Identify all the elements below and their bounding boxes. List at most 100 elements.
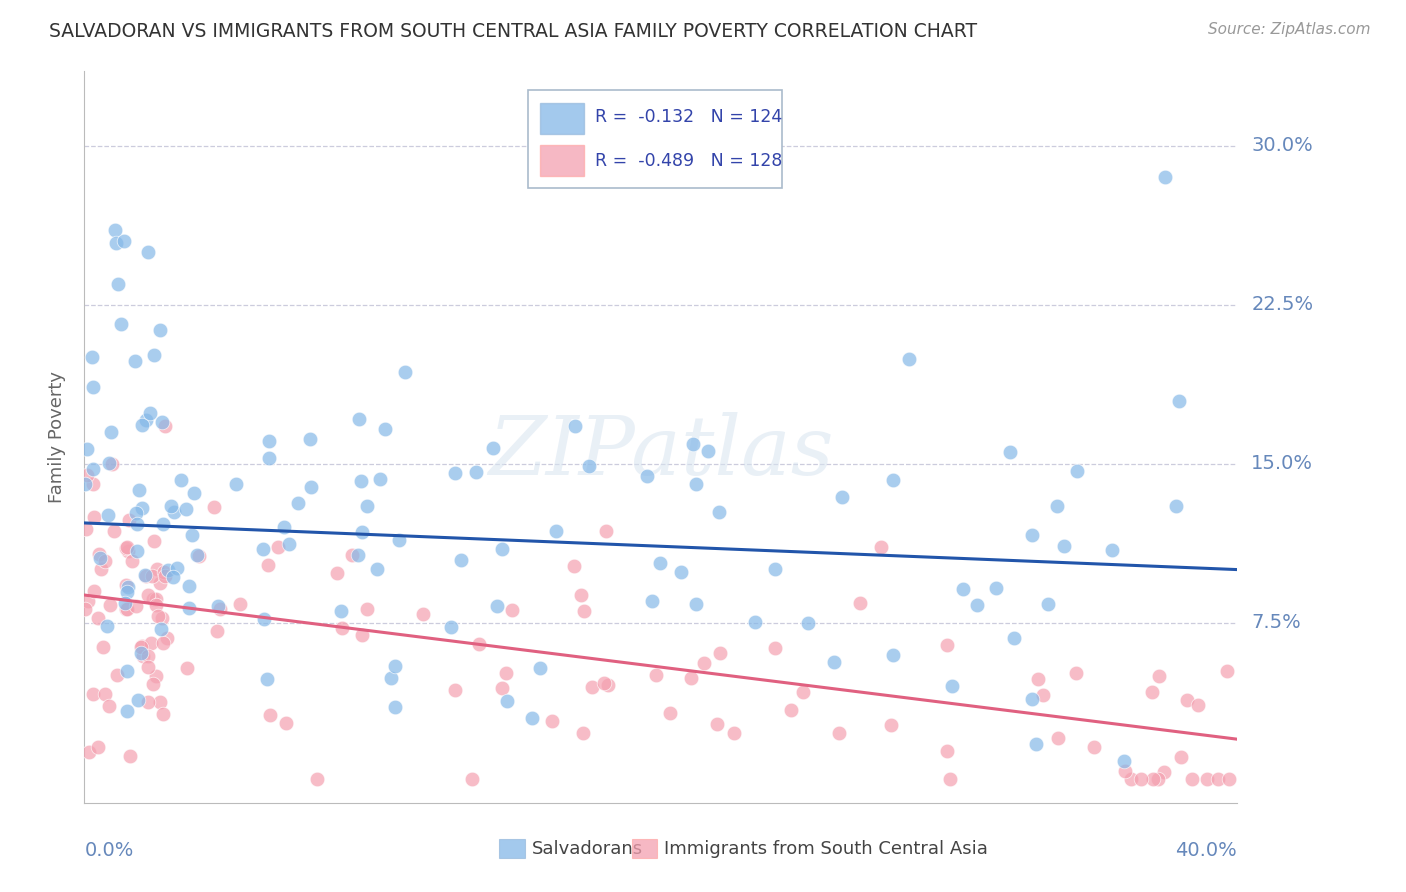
Point: [76, 594, 98, 608]
Point: [352, 627, 374, 641]
FancyBboxPatch shape: [499, 839, 524, 858]
Point: [259, 708, 281, 723]
Point: [91, 640, 114, 655]
Point: [73, 476, 96, 491]
Point: [180, 527, 202, 541]
Point: [253, 612, 276, 626]
Point: [138, 649, 160, 664]
Point: [1195, 772, 1218, 787]
Point: [1046, 499, 1069, 513]
Point: [76, 442, 98, 456]
Point: [186, 548, 208, 562]
Point: [135, 413, 157, 427]
Point: [641, 593, 664, 607]
Point: [709, 646, 731, 660]
Point: [941, 679, 963, 693]
Point: [443, 683, 465, 698]
Point: [139, 406, 162, 420]
Point: [1154, 170, 1177, 185]
Point: [1053, 539, 1076, 553]
Point: [277, 537, 299, 551]
Point: [669, 565, 692, 579]
Point: [125, 544, 148, 558]
Point: [104, 223, 127, 237]
Point: [141, 636, 163, 650]
Point: [562, 558, 585, 573]
Point: [202, 500, 225, 514]
Text: 22.5%: 22.5%: [1251, 295, 1313, 314]
Point: [384, 699, 406, 714]
Point: [80, 350, 103, 364]
Point: [117, 704, 139, 718]
Point: [564, 419, 586, 434]
Point: [998, 445, 1021, 459]
Point: [127, 516, 149, 531]
Point: [692, 656, 714, 670]
Point: [882, 474, 904, 488]
Point: [160, 500, 183, 514]
Point: [1026, 672, 1049, 686]
Point: [1147, 772, 1170, 787]
Point: [87, 547, 110, 561]
Text: 15.0%: 15.0%: [1251, 454, 1313, 473]
Point: [82, 687, 104, 701]
Point: [115, 602, 138, 616]
Point: [356, 602, 378, 616]
Point: [131, 500, 153, 515]
Point: [142, 591, 165, 606]
Point: [572, 726, 595, 740]
Point: [145, 591, 167, 606]
Point: [162, 570, 184, 584]
Point: [443, 466, 465, 480]
Point: [131, 639, 153, 653]
Point: [259, 434, 281, 448]
Point: [125, 506, 148, 520]
Point: [1167, 394, 1189, 409]
Point: [849, 596, 872, 610]
Point: [307, 772, 329, 787]
Point: [685, 477, 707, 491]
Point: [491, 681, 513, 695]
Point: [143, 533, 166, 548]
Point: [938, 772, 960, 787]
Point: [1187, 698, 1209, 712]
Point: [823, 655, 845, 669]
Point: [1038, 597, 1060, 611]
FancyBboxPatch shape: [633, 839, 658, 858]
Point: [229, 597, 252, 611]
Point: [763, 562, 786, 576]
Point: [125, 599, 148, 613]
Point: [115, 664, 138, 678]
Point: [82, 462, 104, 476]
Point: [136, 660, 159, 674]
Point: [574, 604, 596, 618]
Point: [117, 540, 139, 554]
Point: [82, 476, 104, 491]
Point: [1112, 754, 1135, 768]
Point: [681, 671, 703, 685]
Point: [330, 621, 353, 635]
Point: [166, 560, 188, 574]
Point: [1130, 772, 1153, 787]
Text: 40.0%: 40.0%: [1175, 841, 1237, 860]
Point: [257, 450, 280, 465]
Point: [520, 711, 543, 725]
Point: [274, 716, 297, 731]
Point: [482, 442, 505, 456]
Point: [121, 554, 143, 568]
Point: [145, 598, 167, 612]
Point: [131, 648, 153, 663]
Point: [127, 693, 149, 707]
Point: [1140, 685, 1163, 699]
Point: [150, 611, 173, 625]
Point: [1216, 664, 1239, 678]
Point: [112, 234, 135, 248]
Point: [356, 499, 378, 513]
Point: [780, 703, 803, 717]
Point: [136, 244, 159, 259]
Point: [142, 677, 165, 691]
Point: [1021, 691, 1043, 706]
Point: [114, 541, 136, 555]
Point: [706, 717, 728, 731]
Point: [486, 599, 509, 614]
